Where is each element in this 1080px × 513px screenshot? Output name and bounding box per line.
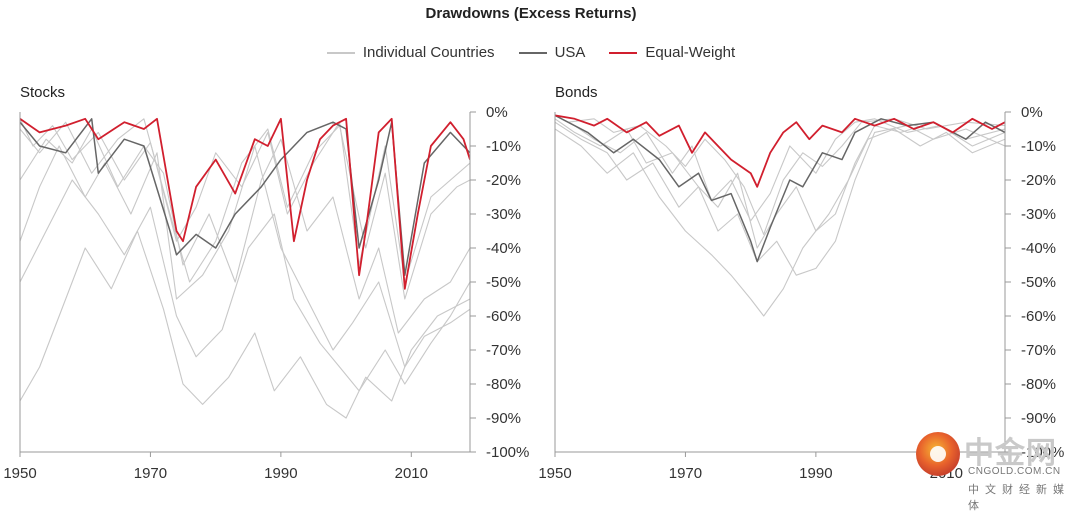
- y-tick-label-stocks: -40%: [486, 240, 521, 257]
- x-tick-label-stocks: 2010: [395, 465, 428, 482]
- watermark-logo-icon: [916, 432, 960, 476]
- series-line-equal-stocks-7: [20, 117, 470, 290]
- y-tick-label-bonds: 0%: [1021, 104, 1043, 121]
- y-tick-label-stocks: 0%: [486, 104, 508, 121]
- series-line-individual-stocks-1: [20, 179, 470, 392]
- legend: Individual Countries USA Equal-Weight: [0, 44, 1062, 61]
- watermark-site: CNGOLD.COM.CN: [968, 466, 1061, 477]
- legend-label-individual: Individual Countries: [362, 44, 495, 61]
- legend-swatch-equal-weight: [609, 51, 638, 54]
- series-line-individual-bonds-3: [555, 114, 1005, 222]
- y-tick-label-stocks: -80%: [486, 376, 521, 393]
- y-tick-label-stocks: -10%: [486, 138, 521, 155]
- y-tick-label-bonds: -20%: [1021, 172, 1056, 189]
- y-tick-label-bonds: -50%: [1021, 274, 1056, 291]
- panel-bonds: Bonds 0% -10% -20% -30% -40% -50% -60% -70% -80% -…: [538, 84, 1064, 482]
- legend-label-usa: USA: [554, 44, 586, 61]
- series-line-individual-bonds-4: [555, 114, 1005, 235]
- series-line-individual-stocks-0: [20, 230, 470, 419]
- x-tick-label-stocks: 1950: [3, 465, 36, 482]
- y-tick-label-bonds: -60%: [1021, 308, 1056, 325]
- legend-item-individual: Individual Countries: [326, 44, 495, 61]
- series-line-individual-bonds-0: [555, 128, 1005, 317]
- y-tick-label-stocks: -70%: [486, 342, 521, 359]
- y-tick-label-bonds: -10%: [1021, 138, 1056, 155]
- chart-title: Drawdowns (Excess Returns): [425, 5, 637, 22]
- panel-title-bonds: Bonds: [555, 84, 598, 101]
- y-tick-label-stocks: -60%: [486, 308, 521, 325]
- legend-swatch-individual: [326, 51, 355, 54]
- series-line-individual-bonds-1: [555, 121, 1005, 276]
- y-tick-label-bonds: -80%: [1021, 376, 1056, 393]
- y-tick-label-bonds: -90%: [1021, 410, 1056, 427]
- legend-label-equal-weight: Equal-Weight: [645, 44, 736, 61]
- y-tick-label-bonds: -70%: [1021, 342, 1056, 359]
- series-line-individual-stocks-4: [20, 118, 470, 300]
- x-tick-label-bonds: 1990: [799, 465, 832, 482]
- x-tick-label-bonds: 1970: [669, 465, 702, 482]
- series-line-individual-stocks-2: [20, 145, 470, 368]
- y-tick-label-stocks: -100%: [486, 444, 529, 461]
- y-tick-label-stocks: -30%: [486, 206, 521, 223]
- y-tick-label-stocks: -20%: [486, 172, 521, 189]
- y-tick-label-bonds: -100%: [1021, 444, 1064, 461]
- legend-swatch-usa: [518, 51, 547, 54]
- y-tick-label-bonds: -40%: [1021, 240, 1056, 257]
- x-tick-label-bonds: 1950: [538, 465, 571, 482]
- panel-title-stocks: Stocks: [20, 84, 65, 101]
- watermark: 中金网 CNGOLD.COM.CN 中文财经新媒体: [914, 426, 1074, 512]
- legend-item-equal-weight: Equal-Weight: [609, 44, 735, 61]
- legend-item-usa: USA: [518, 44, 586, 61]
- series-line-individual-bonds-2: [555, 118, 1005, 249]
- y-tick-label-stocks: -50%: [486, 274, 521, 291]
- y-tick-label-stocks: -90%: [486, 410, 521, 427]
- series-line-individual-stocks-5: [20, 118, 470, 283]
- series-group-bonds: [555, 114, 1005, 317]
- panel-stocks: Stocks 0% -10% -20% -30% -40% -50% -60% -70% -80%…: [3, 84, 529, 482]
- x-tick-label-stocks: 1970: [134, 465, 167, 482]
- watermark-brand: 中金网: [964, 436, 1057, 471]
- series-group-stocks: [20, 117, 470, 419]
- y-tick-label-bonds: -30%: [1021, 206, 1056, 223]
- series-line-individual-stocks-3: [20, 128, 470, 334]
- x-tick-label-stocks: 1990: [264, 465, 297, 482]
- watermark-subtitle: 中文财经新媒体: [968, 484, 1070, 512]
- series-line-equal-bonds-6: [555, 114, 1005, 188]
- series-line-usa-bonds-5: [555, 114, 1005, 263]
